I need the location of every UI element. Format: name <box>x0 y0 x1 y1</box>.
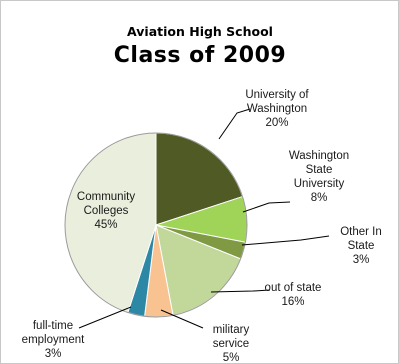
leader-line-washington-state-university <box>242 201 291 213</box>
leader-line-other-in-state <box>241 235 330 246</box>
slice-label-washington-state-university: Washington State University 8% <box>289 150 349 204</box>
leader-line-full-time-employment <box>78 306 132 329</box>
chart-title: Aviation High School <box>127 24 273 39</box>
slice-label-university-of-washington: University of Washington 20% <box>245 89 309 129</box>
leader-line-university-of-washington <box>218 108 251 140</box>
leader-line-out-of-state <box>210 289 271 293</box>
slice-label-community-colleges: Community Colleges 45% <box>77 191 135 231</box>
leader-lines <box>78 108 330 329</box>
slice-label-out-of-state: out of state 16% <box>265 282 322 308</box>
slice-label-other-in-state: Other In State 3% <box>340 226 382 266</box>
pie-slices <box>64 132 248 318</box>
leader-line-military-service <box>160 309 204 329</box>
slice-labels: University of Washington 20% Washington Stat… <box>22 89 382 364</box>
slice-label-military-service: military service 5% <box>213 324 250 364</box>
chart-subtitle: Class of 2009 <box>114 43 286 68</box>
pie-outline <box>64 132 248 318</box>
slice-label-full-time-employment: full-time employment 3% <box>22 320 85 360</box>
